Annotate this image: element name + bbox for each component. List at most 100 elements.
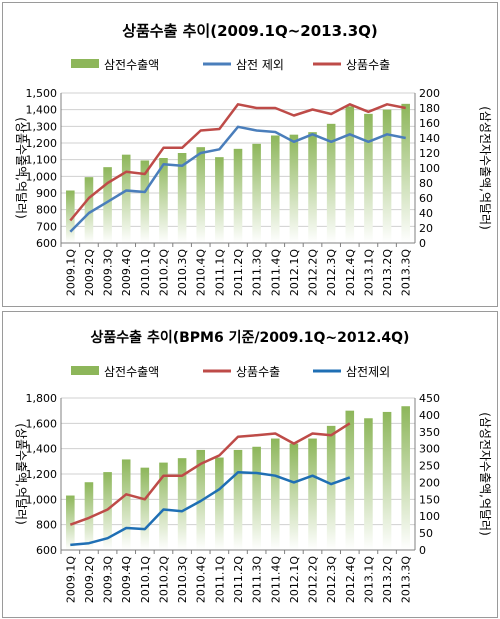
bar xyxy=(215,457,224,550)
legend-label: 상품수출 xyxy=(236,365,280,379)
bar xyxy=(233,148,243,243)
y-left-tick-label: 800 xyxy=(36,204,57,217)
x-tick-label: 2010.3Q xyxy=(176,249,189,296)
bar xyxy=(159,158,168,243)
bar xyxy=(233,449,243,550)
y-right-tick-label: 180 xyxy=(419,102,440,115)
bar xyxy=(308,438,317,550)
x-tick-label: 2011.1Q xyxy=(213,249,226,296)
x-tick-label: 2011.2Q xyxy=(232,249,245,296)
x-tick-label: 2012.4Q xyxy=(344,249,357,296)
x-tick-label: 2010.1Q xyxy=(139,249,152,296)
bar xyxy=(103,167,112,243)
y-left-tick-label: 900 xyxy=(36,187,57,200)
bar xyxy=(159,462,168,550)
chart-title: 상품수출 추이(2009.1Q~2013.3Q) xyxy=(122,22,378,40)
chart-panel-1: 상품수출 추이(2009.1Q~2013.3Q) 삼전수출액 삼전 제외 상품수출 60… xyxy=(2,2,498,307)
bar xyxy=(401,103,410,243)
bar xyxy=(270,135,280,243)
x-tick-label: 2009.2Q xyxy=(83,556,96,603)
x-tick-label: 2010.2Q xyxy=(157,249,170,296)
y-left-tick-label: 800 xyxy=(36,519,57,532)
y-right-tick-label: 120 xyxy=(419,147,440,160)
y-left-axis-title: (상품수출액,억달러) xyxy=(14,117,28,219)
x-tick-label: 2010.4Q xyxy=(195,556,208,603)
bar xyxy=(103,472,112,550)
y-left-tick-label: 1,000 xyxy=(26,170,58,183)
bar xyxy=(364,113,373,243)
y-right-tick-label: 200 xyxy=(419,476,440,489)
y-right-tick-label: 150 xyxy=(419,493,440,506)
x-tick-label: 2013.3Q xyxy=(400,556,413,603)
x-tick-label: 2011.1Q xyxy=(213,556,226,603)
y-right-tick-label: 450 xyxy=(419,392,440,405)
x-tick-label: 2009.4Q xyxy=(120,556,133,603)
legend-swatch-bar xyxy=(71,59,99,68)
legend-label: 삼전제외 xyxy=(346,365,390,379)
y-right-tick-label: 80 xyxy=(419,177,433,190)
bar xyxy=(289,134,299,243)
bar xyxy=(252,143,261,243)
x-tick-label: 2009.3Q xyxy=(102,249,115,296)
x-tick-label: 2011.3Q xyxy=(251,556,264,603)
y-left-tick-label: 1,400 xyxy=(26,104,58,117)
x-tick-label: 2010.3Q xyxy=(176,556,189,603)
series-line xyxy=(69,422,351,526)
y-right-tick-label: 300 xyxy=(419,443,440,456)
y-right-axis-title: (삼성전자수출액,억달러) xyxy=(478,412,492,536)
legend-label: 삼전 제외 xyxy=(236,58,284,72)
x-tick-label: 2010.2Q xyxy=(157,556,170,603)
y-left-tick-label: 600 xyxy=(36,237,57,250)
bar xyxy=(66,190,75,243)
bar xyxy=(364,418,373,550)
x-tick-label: 2011.3Q xyxy=(251,249,264,296)
x-tick-label: 2013.1Q xyxy=(362,249,375,296)
bar xyxy=(252,446,261,550)
bar xyxy=(196,147,206,243)
bar xyxy=(215,157,224,243)
y-right-tick-label: 400 xyxy=(419,409,440,422)
y-left-tick-label: 1,100 xyxy=(26,154,58,167)
chart-2: 상품수출 추이(BPM6 기준/2009.1Q~2012.4Q) 삼전수출액 상품수… xyxy=(14,329,492,603)
series-line xyxy=(69,103,406,222)
y-right-tick-label: 60 xyxy=(419,192,433,205)
legend-label: 삼전수출액 xyxy=(104,365,159,379)
legend-label: 삼전수출액 xyxy=(104,58,159,72)
x-tick-label: 2012.2Q xyxy=(307,249,320,296)
bar xyxy=(382,411,392,550)
series-line xyxy=(70,471,351,547)
y-left-tick-label: 1,000 xyxy=(26,493,58,506)
bar xyxy=(121,459,131,550)
y-left-tick-label: 700 xyxy=(36,220,57,233)
y-left-tick-label: 1,500 xyxy=(26,87,58,100)
x-tick-label: 2013.3Q xyxy=(400,249,413,296)
x-tick-label: 2013.2Q xyxy=(381,556,394,603)
bar xyxy=(84,177,94,243)
y-left-tick-label: 1,300 xyxy=(26,120,58,133)
y-right-tick-label: 50 xyxy=(419,527,433,540)
x-tick-label: 2009.1Q xyxy=(64,249,77,296)
y-left-axis-title: (상품수출액,억달러) xyxy=(14,423,28,525)
bar xyxy=(382,109,392,244)
x-tick-label: 2011.2Q xyxy=(232,556,245,603)
y-right-tick-label: 140 xyxy=(419,132,440,145)
bar xyxy=(401,406,410,550)
x-tick-label: 2009.2Q xyxy=(83,249,96,296)
x-tick-label: 2013.1Q xyxy=(362,556,375,603)
x-tick-label: 2010.4Q xyxy=(195,249,208,296)
x-tick-label: 2011.4Q xyxy=(269,249,282,296)
series-line xyxy=(69,125,406,233)
y-right-tick-label: 100 xyxy=(419,510,440,523)
y-left-tick-label: 1,600 xyxy=(26,417,58,430)
y-right-tick-label: 350 xyxy=(419,426,440,439)
bar xyxy=(345,410,355,550)
bar xyxy=(177,153,187,243)
y-left-tick-label: 1,800 xyxy=(26,392,58,405)
x-tick-label: 2011.4Q xyxy=(269,556,282,603)
bar xyxy=(177,458,187,550)
bar xyxy=(66,495,75,550)
x-tick-label: 2012.2Q xyxy=(307,556,320,603)
y-left-tick-label: 600 xyxy=(36,544,57,557)
y-left-tick-label: 1,400 xyxy=(26,443,58,456)
bar xyxy=(84,482,94,550)
